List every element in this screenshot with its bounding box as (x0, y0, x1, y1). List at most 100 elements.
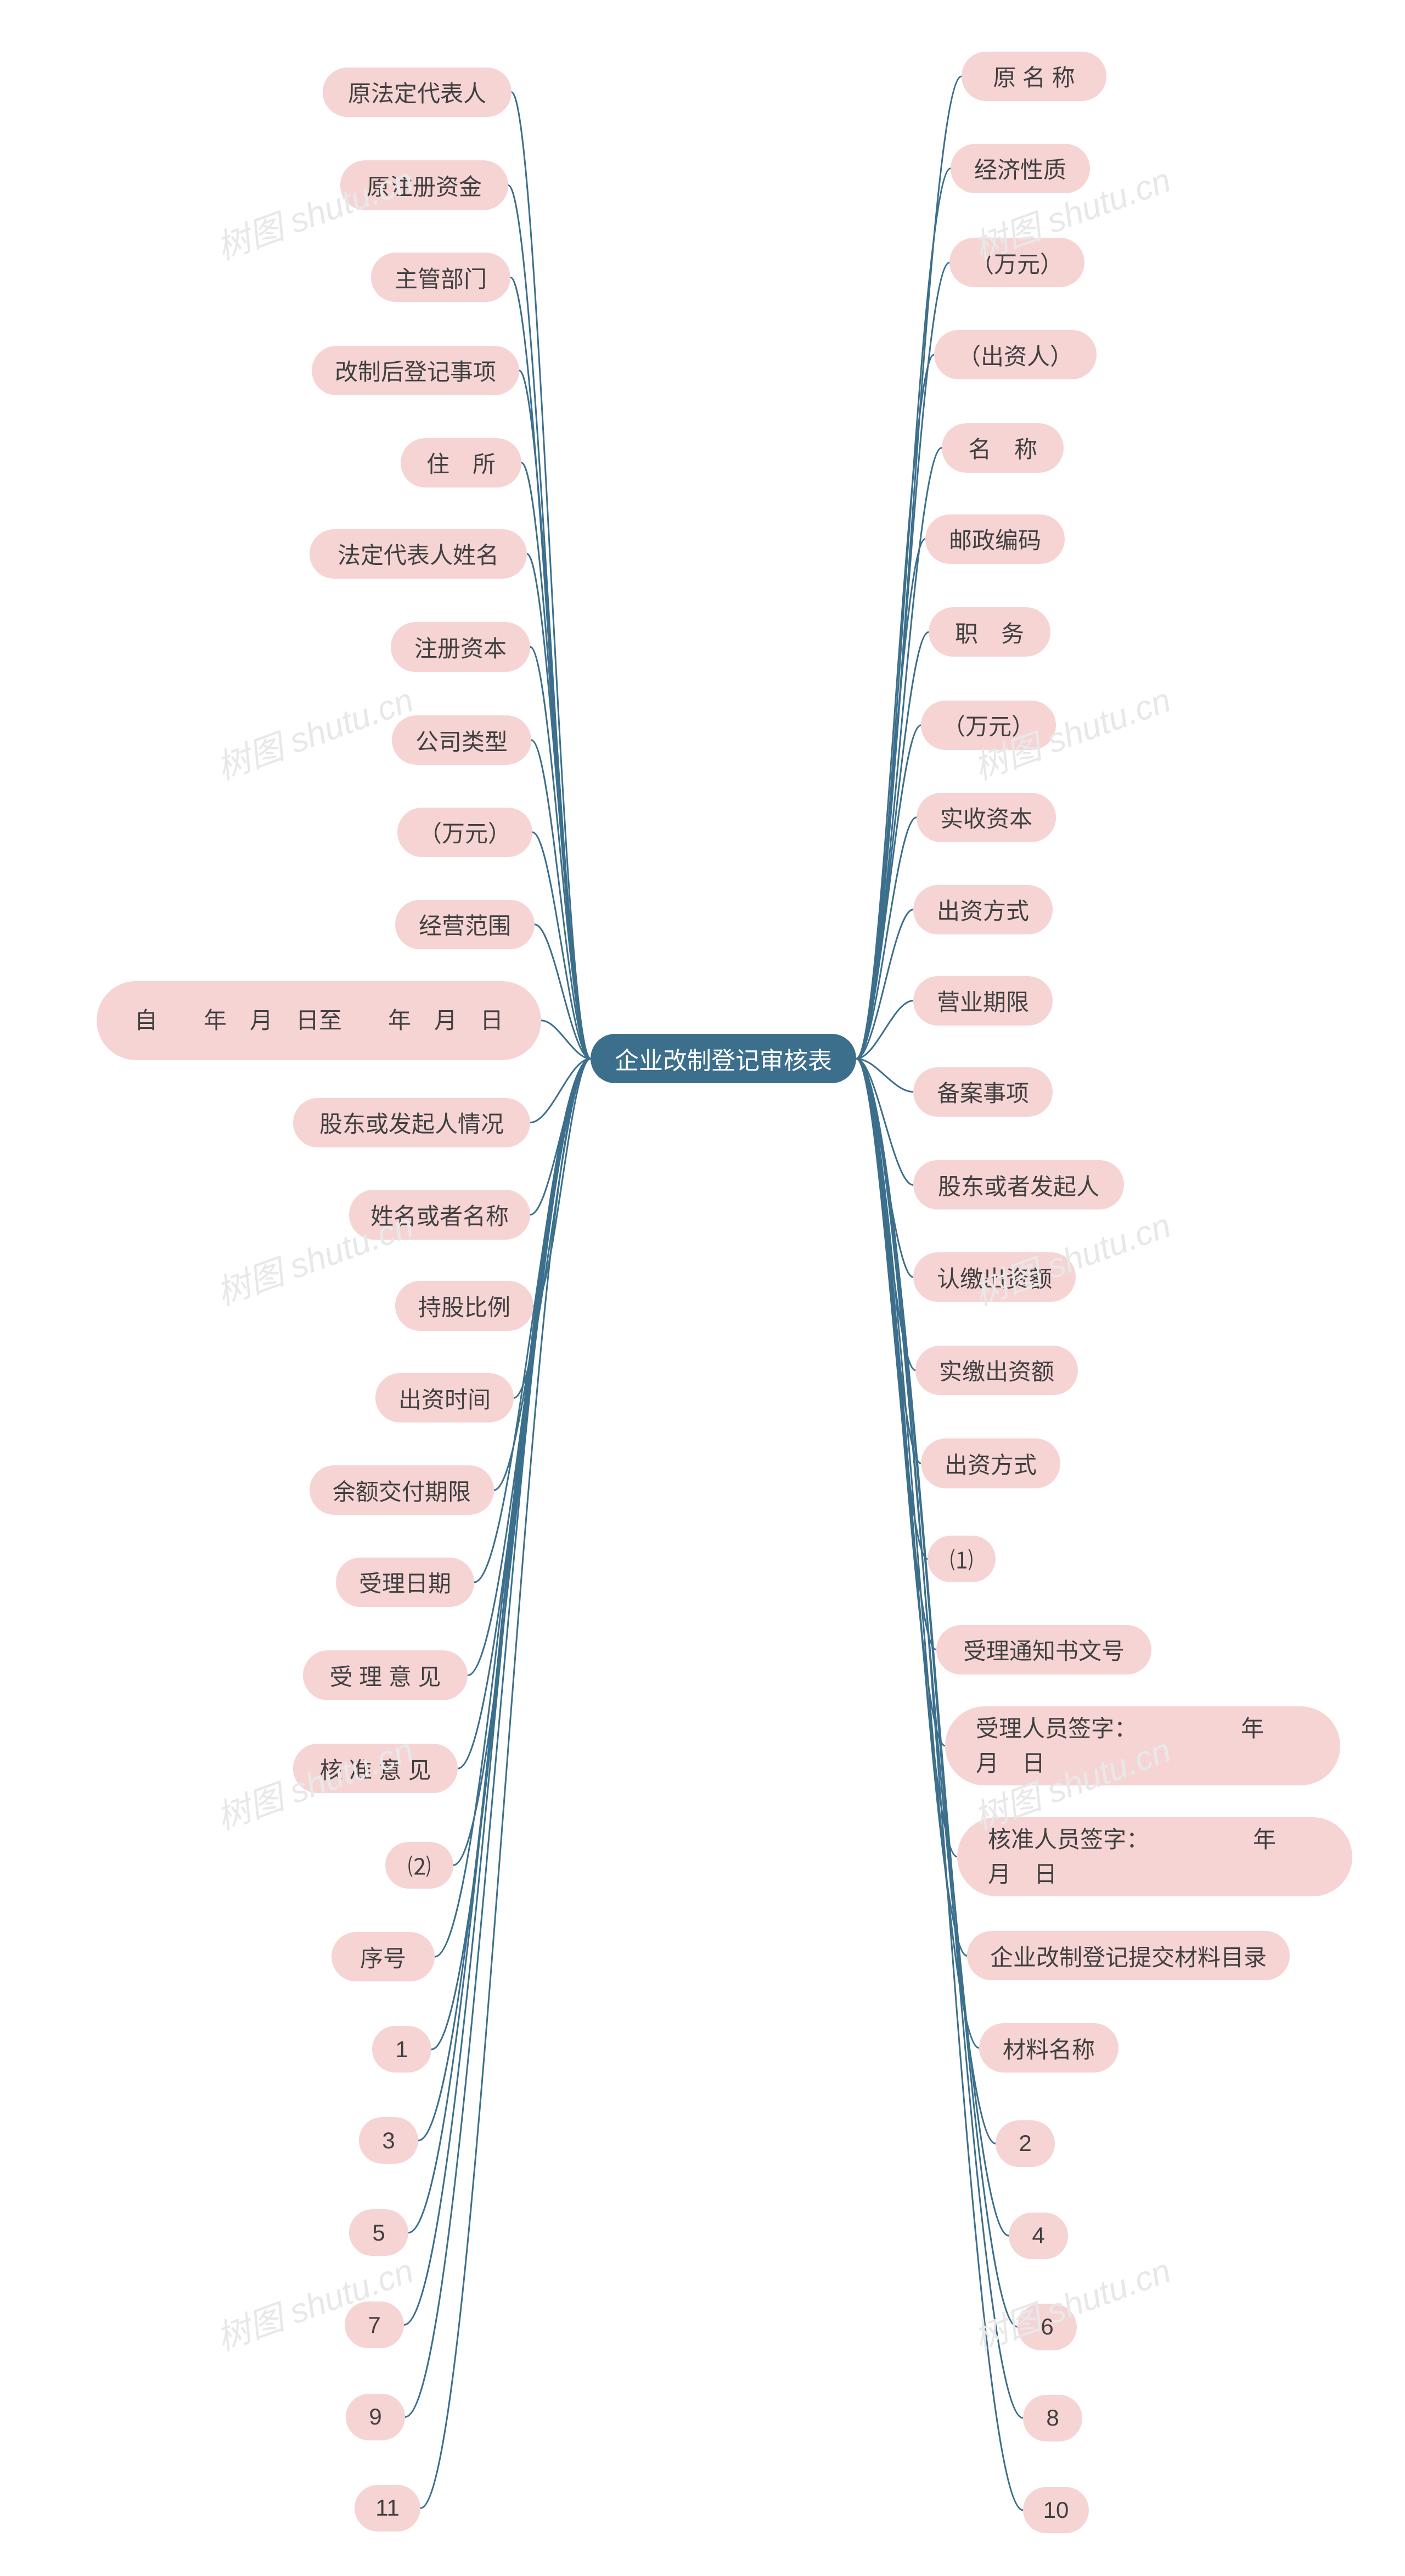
edge-r14 (856, 1059, 913, 1277)
node-label: 实缴出资额 (939, 1353, 1054, 1387)
watermark: 树图 shutu.cn (209, 673, 419, 789)
node-label: 7 (368, 2312, 380, 2338)
node-label: 6 (1041, 2314, 1053, 2340)
right-node-r14: 认缴出资额 (913, 1252, 1076, 1302)
node-label: 4 (1032, 2222, 1044, 2249)
right-node-r21: 企业改制登记提交材料目录 (967, 1931, 1290, 1980)
right-node-r01: 原 名 称 (962, 52, 1106, 101)
right-node-r15: 实缴出资额 (915, 1346, 1078, 1395)
right-node-r23: 2 (996, 2120, 1055, 2167)
edge-l06 (527, 554, 591, 1059)
right-node-r26: 8 (1023, 2395, 1082, 2441)
edge-r16 (856, 1059, 921, 1463)
left-node-l16: 余额交付期限 (310, 1465, 494, 1515)
right-node-r11: 营业期限 (913, 976, 1053, 1026)
node-label: 受理人员签字： 年 月 日 (976, 1711, 1310, 1780)
node-label: 核 准 意 见 (319, 1752, 431, 1785)
right-node-r20: 核准人员签字： 年 月 日 (957, 1817, 1352, 1896)
node-label: 住 所 (426, 446, 496, 479)
edge-r15 (856, 1059, 915, 1370)
right-node-r18: 受理通知书文号 (936, 1625, 1151, 1675)
node-label: 注册资本 (414, 630, 507, 664)
edge-l18 (468, 1059, 591, 1675)
edge-r23 (856, 1059, 996, 2143)
watermark: 树图 shutu.cn (966, 2243, 1177, 2360)
node-label: 企业改制登记提交材料目录 (990, 1939, 1267, 1973)
root-label: 企业改制登记审核表 (615, 1041, 832, 1076)
left-node-l04: 改制后登记事项 (312, 346, 519, 395)
node-label: 名 称 (968, 431, 1037, 464)
left-node-l10: 经营范围 (395, 900, 535, 949)
edge-r03 (856, 262, 949, 1059)
right-node-r25: 6 (1018, 2304, 1077, 2350)
left-node-l13: 姓名或者名称 (349, 1190, 530, 1239)
right-node-r12: 备案事项 (913, 1067, 1053, 1117)
node-label: 序号 (360, 1940, 406, 1974)
edge-l09 (532, 832, 591, 1059)
node-label: 公司类型 (415, 724, 508, 757)
right-node-r24: 4 (1009, 2213, 1068, 2259)
left-node-l08: 公司类型 (392, 715, 531, 765)
right-node-r06: 邮政编码 (925, 514, 1065, 564)
left-node-l05: 住 所 (401, 438, 521, 488)
mindmap-canvas: 企业改制登记审核表 原法定代表人原注册资金主管部门改制后登记事项住 所法定代表人姓… (0, 0, 1405, 2576)
edge-r12 (856, 1059, 913, 1091)
node-label: （万元） (971, 246, 1063, 279)
edge-l12 (530, 1059, 591, 1122)
node-label: 原注册资金 (367, 169, 482, 202)
node-label: 核准人员签字： 年 月 日 (988, 1822, 1322, 1891)
node-label: 3 (382, 2127, 395, 2154)
left-node-l06: 法定代表人姓名 (310, 529, 527, 579)
edge-r10 (856, 910, 913, 1059)
node-label: 法定代表人姓名 (338, 537, 499, 570)
node-label: 2 (1019, 2130, 1031, 2157)
right-node-r05: 名 称 (942, 423, 1064, 473)
node-label: （出资人） (958, 338, 1073, 372)
node-label: 备案事项 (937, 1075, 1029, 1108)
node-label: 10 (1043, 2497, 1069, 2523)
node-label: 姓名或者名称 (370, 1198, 509, 1231)
node-label: 出资方式 (937, 893, 1029, 926)
left-node-l12: 股东或发起人情况 (293, 1098, 530, 1147)
left-node-l25: 7 (345, 2301, 404, 2348)
right-node-r19: 受理人员签字： 年 月 日 (945, 1706, 1340, 1785)
node-label: 职 务 (955, 615, 1024, 649)
edge-l11 (541, 1021, 591, 1059)
node-label: 自 年 月 日至 年 月 日 (134, 1003, 503, 1038)
edge-r13 (856, 1059, 913, 1185)
edge-l10 (535, 925, 591, 1059)
edge-l20 (453, 1059, 591, 1865)
node-label: 8 (1046, 2405, 1059, 2431)
edge-l07 (530, 647, 591, 1059)
edge-r06 (856, 539, 925, 1059)
root-node: 企业改制登记审核表 (591, 1034, 856, 1083)
left-node-l07: 注册资本 (391, 622, 530, 671)
right-node-r09: 实收资本 (917, 793, 1056, 842)
node-label: ⑵ (408, 1849, 431, 1882)
edge-l08 (531, 740, 591, 1059)
left-node-l15: 出资时间 (375, 1373, 514, 1423)
node-label: 余额交付期限 (333, 1474, 471, 1507)
node-label: ⑴ (950, 1542, 973, 1576)
right-node-r16: 出资方式 (921, 1438, 1060, 1488)
left-node-l14: 持股比例 (395, 1281, 533, 1330)
left-node-l03: 主管部门 (371, 253, 510, 302)
node-label: 股东或发起人情况 (319, 1106, 504, 1139)
node-label: 经营范围 (419, 908, 511, 941)
left-node-l21: 序号 (331, 1932, 435, 1981)
node-label: 认缴出资额 (937, 1261, 1052, 1294)
right-node-r03: （万元） (949, 238, 1084, 287)
right-node-r22: 材料名称 (979, 2023, 1119, 2073)
right-node-r17: ⑴ (928, 1536, 996, 1582)
node-label: 1 (395, 2036, 408, 2063)
right-node-r02: 经济性质 (951, 144, 1090, 193)
edge-r11 (856, 1001, 913, 1059)
edge-l26 (405, 1059, 591, 2417)
right-node-r13: 股东或者发起人 (913, 1160, 1124, 1209)
left-node-l11: 自 年 月 日至 年 月 日 (97, 981, 541, 1060)
edge-r08 (856, 725, 921, 1059)
left-node-l01: 原法定代表人 (323, 68, 512, 117)
edge-r09 (856, 817, 917, 1059)
node-label: 原法定代表人 (348, 75, 486, 109)
right-node-r07: 职 务 (929, 607, 1050, 657)
